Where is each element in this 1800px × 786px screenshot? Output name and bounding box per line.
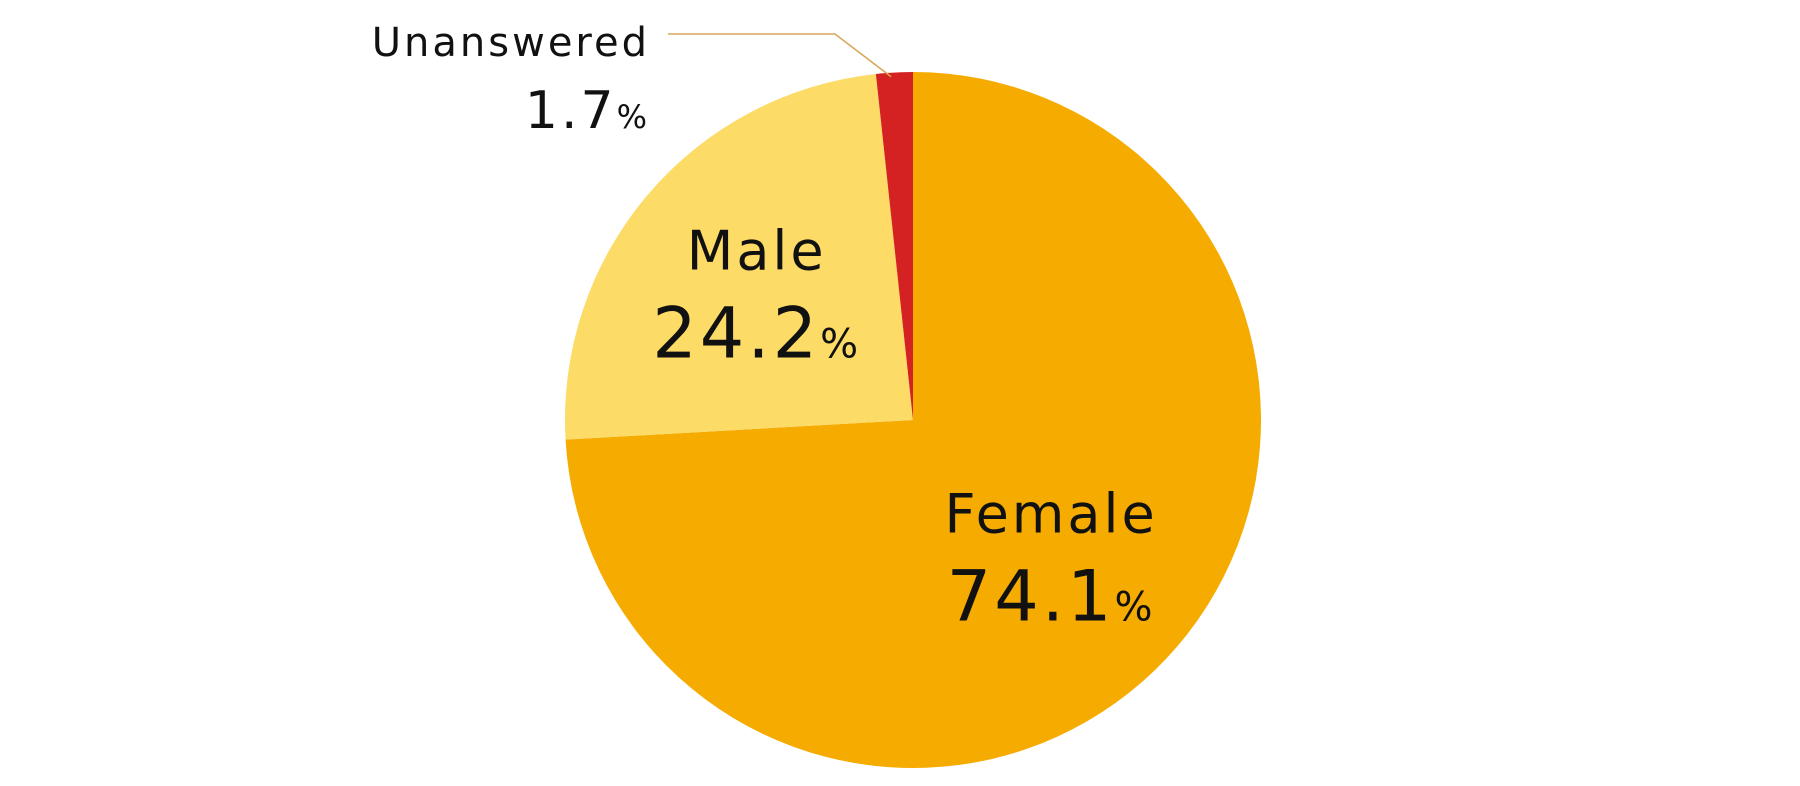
pie-slices [565, 72, 1262, 768]
slice-labels: Female 74.1% Male 24.2% Unanswered 1.7% [372, 20, 1157, 637]
slice-male [565, 73, 913, 440]
leader-line-unanswered [668, 33, 892, 78]
value-unanswered-number: 1.7 [525, 81, 617, 141]
slice-unanswered [875, 72, 913, 420]
value-female-unit: % [1115, 584, 1156, 630]
slice-female [565, 72, 1262, 768]
value-unanswered: 1.7% [525, 81, 650, 141]
value-unanswered-unit: % [617, 98, 650, 136]
label-male: Male [687, 219, 827, 282]
value-male: 24.2% [652, 292, 861, 374]
label-unanswered: Unanswered [372, 20, 650, 66]
label-female: Female [944, 482, 1157, 545]
value-male-number: 24.2 [652, 292, 820, 374]
value-male-unit: % [820, 321, 861, 367]
value-female: 74.1% [947, 555, 1156, 637]
value-female-number: 74.1 [947, 555, 1115, 637]
